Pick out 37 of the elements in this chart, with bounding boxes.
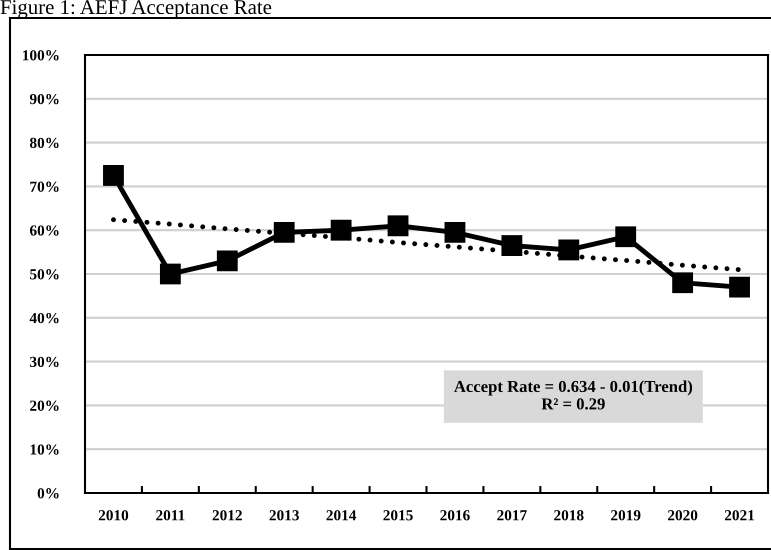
x-tick-label: 2020 <box>668 510 698 520</box>
annotation: Accept Rate = 0.634 - 0.01(Trend) R² = 0.29 <box>454 380 692 410</box>
x-tick-label: 2010 <box>98 510 128 520</box>
point <box>558 239 580 260</box>
x-tick-label: 2013 <box>270 510 299 520</box>
y-tick-label: 70% <box>30 182 59 192</box>
x-tick-label: 2012 <box>212 510 242 520</box>
y-tick-label: 30% <box>30 356 59 368</box>
point <box>501 235 522 256</box>
point <box>103 165 124 186</box>
point <box>672 272 694 294</box>
y-tick-label: 100% <box>23 50 59 60</box>
x-tick-label: 2018 <box>554 510 584 520</box>
point <box>330 220 352 241</box>
y-tick-label: 90% <box>30 94 59 104</box>
y-tick-label: 50% <box>30 269 59 280</box>
x-tick-label: 2019 <box>611 510 640 520</box>
x-tick-label: 2017 <box>497 510 527 520</box>
point <box>216 250 238 272</box>
x-tick-label: 2011 <box>156 510 184 520</box>
x-tick-label: 2021 <box>724 510 754 520</box>
x-tick-label: 2016 <box>440 510 470 520</box>
point <box>444 222 466 243</box>
point <box>615 226 636 248</box>
chart-title: Figure 1: AEFJ Acceptance Rate <box>0 0 272 18</box>
y-tick-label: 0% <box>38 488 59 498</box>
x-tick-label: 2014 <box>326 510 356 520</box>
point <box>160 264 181 284</box>
point <box>274 222 295 243</box>
point <box>729 276 750 298</box>
point <box>388 215 408 236</box>
y-tick-label: 20% <box>30 400 59 411</box>
y-tick-label: 10% <box>30 444 59 455</box>
x-tick-label: 2015 <box>383 510 413 520</box>
y-tick-label: 60% <box>30 225 59 236</box>
y-tick-label: 80% <box>30 138 59 148</box>
y-tick-label: 40% <box>30 312 59 324</box>
